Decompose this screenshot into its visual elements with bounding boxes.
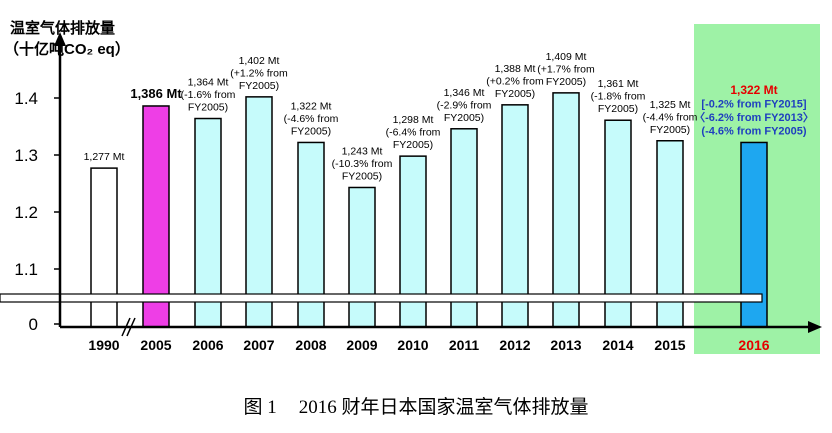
value-label: 1,409 Mt xyxy=(546,51,587,63)
bar xyxy=(245,96,273,328)
x-tick-label: 2006 xyxy=(192,337,223,353)
chart-title-line2: （十亿吨CO₂ eq） xyxy=(4,40,130,58)
change-label: (+0.2% from xyxy=(486,75,544,87)
bar xyxy=(194,117,222,328)
y-axis-ticks: 1.4 1.3 1.2 1.1 0 xyxy=(14,89,60,334)
value-label: 1,346 Mt xyxy=(444,87,485,99)
change-label: [-0.2% from FY2015] xyxy=(701,98,806,110)
change-label: FY2005) xyxy=(188,102,228,114)
change-label: (-1.8% from xyxy=(591,91,646,103)
value-label: 1,325 Mt xyxy=(650,99,691,111)
change-label: (-10.3% from xyxy=(332,158,393,170)
change-label: (-4.6% from xyxy=(284,113,339,125)
x-tick-label: 2005 xyxy=(140,337,171,353)
x-tick-label: 2013 xyxy=(550,337,581,353)
x-tick-label: 2014 xyxy=(602,337,633,353)
change-label: FY2005) xyxy=(444,112,484,124)
bar-series xyxy=(90,92,768,328)
x-axis-break-mark xyxy=(121,317,131,337)
x-tick-label: 2008 xyxy=(295,337,326,353)
change-label: FY2005) xyxy=(393,139,433,151)
x-tick-label: 1990 xyxy=(88,337,119,353)
value-label: 1,364 Mt xyxy=(188,77,229,89)
bar xyxy=(552,92,580,328)
change-label: 〈-6.2% from FY2013〉 xyxy=(694,111,814,124)
x-tick-label: 2011 xyxy=(449,337,480,353)
x-axis-arrow xyxy=(808,321,822,333)
bar xyxy=(604,119,632,328)
change-label: FY2005) xyxy=(342,170,382,182)
x-tick-label: 2016 xyxy=(738,337,769,353)
bar xyxy=(348,186,376,328)
x-tick-label: 2010 xyxy=(397,337,428,353)
value-label: 1,388 Mt xyxy=(495,63,536,75)
y-tick-label: 1.3 xyxy=(14,146,38,165)
x-tick-label: 2007 xyxy=(243,337,274,353)
change-label: FY2005) xyxy=(291,125,331,137)
y-tick-label: 1.2 xyxy=(14,203,38,222)
change-label: FY2005) xyxy=(495,88,535,100)
y-tick-label: 1.1 xyxy=(14,260,38,279)
bar xyxy=(90,167,118,328)
figure-caption: 图 1 2016 财年日本国家温室气体排放量 xyxy=(0,392,832,419)
change-label: (-6.4% from xyxy=(386,127,441,139)
bar xyxy=(501,104,529,328)
change-label: (-4.6% from FY2005) xyxy=(701,125,806,137)
y-axis-arrow xyxy=(54,32,66,46)
change-label: (-1.6% from xyxy=(181,89,236,101)
value-label: 1,243 Mt xyxy=(342,145,383,157)
change-label: (+1.7% from xyxy=(537,63,595,75)
figure-label: 图 1 xyxy=(243,397,277,418)
value-label: 1,298 Mt xyxy=(393,114,434,126)
value-label: 1,277 Mt xyxy=(84,151,125,163)
change-label: FY2005) xyxy=(598,103,638,115)
value-label: 1,361 Mt xyxy=(598,78,639,90)
x-tick-label: 2012 xyxy=(499,337,530,353)
value-label: 1,322 Mt xyxy=(730,83,777,97)
change-label: FY2005) xyxy=(546,76,586,88)
ghg-emissions-chart: 温室气体排放量 （十亿吨CO₂ eq） 1.4 1.3 1.2 1.1 0 1,277 … xyxy=(0,19,822,354)
chart-title-line1: 温室气体排放量 xyxy=(10,19,115,37)
y-tick-label: 1.4 xyxy=(14,89,38,108)
value-label: 1,322 Mt xyxy=(291,100,332,112)
value-label: 1,402 Mt xyxy=(239,55,280,67)
change-label: (-2.9% from xyxy=(437,99,492,111)
x-axis-break-mark xyxy=(126,317,136,337)
bar xyxy=(142,105,170,328)
figure-caption-text: 2016 财年日本国家温室气体排放量 xyxy=(298,397,589,418)
x-axis-ticks: 1990 2005 2006 2007 2008 2009 2010 2011 2012 2013… xyxy=(88,337,769,353)
value-label: 1,386 Mt xyxy=(130,86,182,101)
axes xyxy=(0,32,822,337)
change-label: (-4.4% from xyxy=(643,111,698,123)
change-label: FY2005) xyxy=(650,124,690,136)
x-tick-label: 2009 xyxy=(346,337,377,353)
axis-break-band xyxy=(0,293,763,303)
change-label: FY2005) xyxy=(239,80,279,92)
bar-annotations: 1,277 Mt1,386 Mt1,364 Mt(-1.6% fromFY200… xyxy=(84,51,814,183)
x-tick-label: 2015 xyxy=(654,337,685,353)
change-label: (+1.2% from xyxy=(230,67,288,79)
y-tick-label: 0 xyxy=(29,315,38,334)
